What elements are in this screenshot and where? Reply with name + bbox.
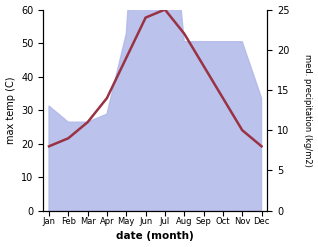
X-axis label: date (month): date (month) (116, 231, 194, 242)
Y-axis label: max temp (C): max temp (C) (5, 76, 16, 144)
Y-axis label: med. precipitation (kg/m2): med. precipitation (kg/m2) (303, 54, 313, 166)
